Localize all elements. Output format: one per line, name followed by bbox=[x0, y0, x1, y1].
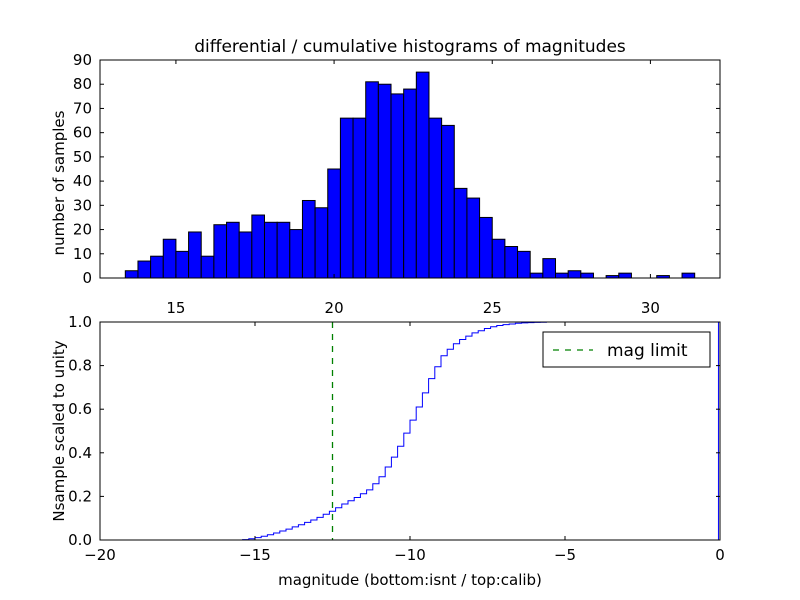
histogram-bar bbox=[276, 221, 291, 279]
top-y-tick-label: 50 bbox=[73, 148, 92, 166]
top-y-tick-label: 70 bbox=[73, 99, 92, 117]
histogram-bar bbox=[479, 216, 493, 279]
bottom-x-axis-label: magnitude (bottom:isnt / top:calib) bbox=[278, 571, 542, 589]
histogram-bar bbox=[415, 71, 430, 279]
histogram-bar bbox=[428, 117, 443, 279]
histogram-bar bbox=[441, 124, 455, 279]
bottom-plot-frame bbox=[99, 321, 721, 541]
top-y-tick-label: 30 bbox=[73, 196, 92, 214]
cumulative-histogram-panel: Nsample scaled to unity magnitude (botto… bbox=[50, 313, 725, 589]
top-y-tick-label: 80 bbox=[73, 75, 92, 93]
histogram-bar bbox=[580, 272, 594, 279]
histogram-bar bbox=[403, 88, 417, 279]
top-x-tick-label: 20 bbox=[325, 299, 344, 317]
bottom-y-tick-label: 0.6 bbox=[68, 400, 92, 418]
histogram-bar bbox=[504, 246, 519, 279]
bottom-x-tick-label: −10 bbox=[394, 546, 426, 564]
top-x-tick-label: 30 bbox=[641, 299, 660, 317]
histogram-bar bbox=[339, 117, 354, 279]
top-y-tick-label: 20 bbox=[73, 221, 92, 239]
histogram-bar bbox=[555, 272, 569, 279]
histogram-bar bbox=[491, 238, 506, 279]
cumulative-step-line bbox=[100, 321, 719, 541]
histogram-bar bbox=[618, 272, 632, 279]
histogram-bar bbox=[529, 272, 544, 279]
histogram-bar bbox=[289, 229, 303, 279]
legend: mag limit bbox=[542, 331, 711, 368]
histogram-bar bbox=[150, 255, 164, 279]
histogram-bar bbox=[377, 83, 392, 279]
differential-histogram-panel: differential / cumulative histograms of … bbox=[50, 37, 721, 317]
bottom-y-tick-label: 0.4 bbox=[68, 444, 92, 462]
top-x-tick-label: 25 bbox=[483, 299, 502, 317]
top-y-tick-label: 10 bbox=[73, 245, 92, 263]
bottom-y-tick-label: 0.2 bbox=[68, 487, 92, 505]
legend-label-mag-limit: mag limit bbox=[607, 341, 688, 361]
histogram-bar bbox=[226, 221, 240, 279]
histogram-bar bbox=[200, 255, 215, 279]
bottom-x-tick-label: −20 bbox=[84, 546, 116, 564]
top-y-tick-label: 0 bbox=[82, 269, 92, 287]
histogram-bar bbox=[301, 199, 316, 279]
top-y-axis-label: number of samples bbox=[50, 110, 68, 255]
histogram-bar bbox=[681, 272, 696, 279]
top-y-tick-label: 90 bbox=[73, 51, 92, 69]
bottom-x-tick-label: −15 bbox=[239, 546, 271, 564]
top-y-tick-label: 40 bbox=[73, 172, 92, 190]
histogram-bar bbox=[175, 250, 190, 279]
histogram-bar bbox=[124, 270, 139, 279]
top-x-tick-label: 15 bbox=[166, 299, 185, 317]
histogram-bar bbox=[390, 93, 405, 279]
bottom-x-tick-label: 0 bbox=[715, 546, 725, 564]
histogram-bar bbox=[327, 168, 341, 279]
bottom-x-tick-label: −5 bbox=[554, 546, 576, 564]
bottom-y-tick-label: 0.0 bbox=[68, 531, 92, 549]
histogram-bar bbox=[314, 207, 329, 279]
top-plot-frame bbox=[99, 59, 721, 279]
histogram-bar bbox=[188, 231, 202, 279]
histogram-bar bbox=[466, 197, 481, 279]
chart-title: differential / cumulative histograms of … bbox=[194, 37, 626, 57]
histogram-bar bbox=[352, 117, 367, 279]
histogram-bar bbox=[567, 270, 582, 279]
histogram-bar bbox=[542, 258, 557, 279]
bottom-y-tick-label: 0.8 bbox=[68, 357, 92, 375]
histogram-bar bbox=[517, 250, 531, 279]
histogram-bar bbox=[162, 238, 177, 279]
histogram-bar bbox=[263, 221, 278, 279]
histogram-bar bbox=[453, 187, 468, 279]
bottom-y-axis-label: Nsample scaled to unity bbox=[50, 340, 68, 521]
histogram-bar bbox=[137, 260, 152, 279]
histogram-bar bbox=[251, 214, 265, 279]
histogram-bar bbox=[238, 231, 253, 279]
histogram-bar bbox=[365, 81, 379, 279]
histogram-bar bbox=[213, 224, 228, 279]
bottom-y-tick-label: 1.0 bbox=[68, 313, 92, 331]
top-y-tick-label: 60 bbox=[73, 124, 92, 142]
